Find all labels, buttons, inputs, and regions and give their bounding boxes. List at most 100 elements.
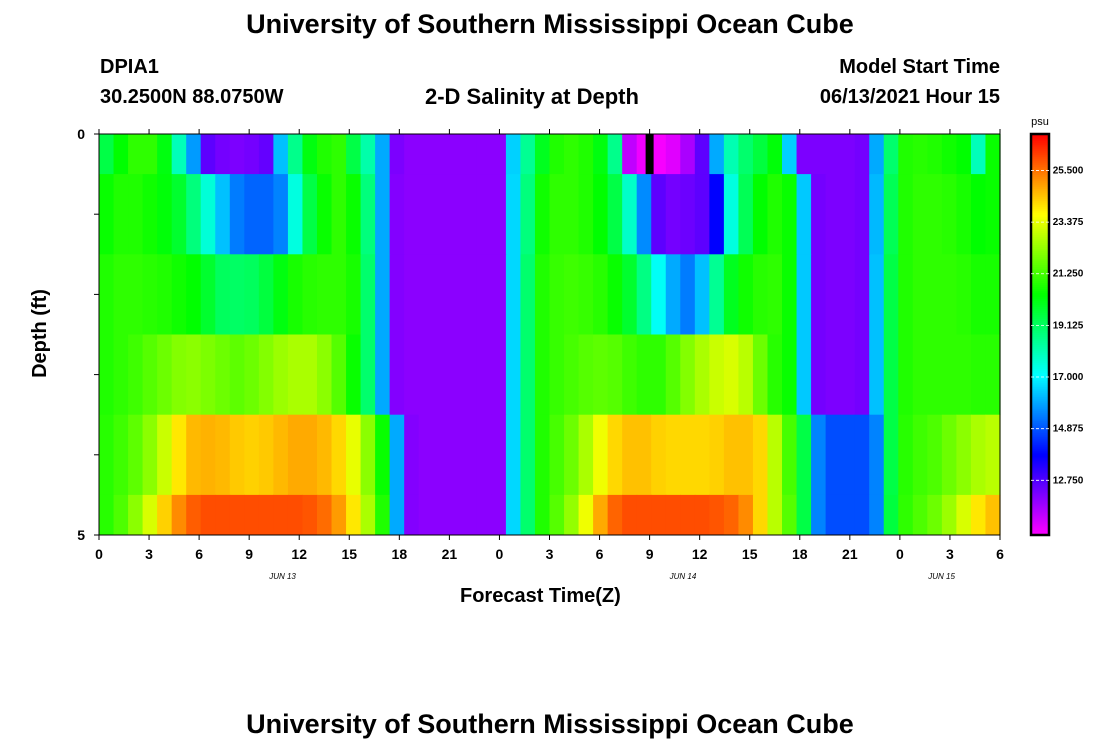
heatmap-cell (404, 134, 420, 175)
heatmap-cell (244, 334, 260, 416)
heatmap-cell (316, 174, 333, 255)
heatmap-cell (883, 414, 899, 496)
heatmap-cell (665, 134, 681, 175)
colorbar-swatch (1031, 358, 1049, 362)
heatmap-cell (505, 254, 522, 335)
heatmap-cell (578, 414, 594, 496)
colorbar-swatch (1031, 418, 1049, 422)
colorbar-swatch (1031, 184, 1049, 187)
heatmap-cell (898, 254, 914, 335)
heatmap-cell (186, 494, 202, 536)
colorbar-swatch (1031, 518, 1049, 522)
colorbar-swatch (1031, 264, 1049, 267)
heatmap-cell (113, 414, 129, 496)
heatmap-cell (215, 254, 231, 335)
heatmap-cell (418, 414, 434, 496)
heatmap-cell (752, 414, 769, 496)
colorbar-swatch (1031, 324, 1049, 328)
colorbar-swatch (1031, 286, 1049, 289)
heatmap-cell (956, 134, 972, 175)
heatmap-cell (723, 414, 740, 496)
heatmap-cell (375, 414, 391, 496)
heatmap-cell (593, 494, 609, 536)
heatmap-cell (433, 134, 449, 175)
heatmap-cell (375, 334, 391, 416)
heatmap-cell (346, 254, 362, 335)
heatmap-cell (244, 414, 260, 496)
colorbar-swatch (1031, 174, 1049, 177)
heatmap-cell (578, 174, 594, 255)
heatmap-cell (534, 334, 551, 416)
colorbar-swatch (1031, 462, 1049, 466)
heatmap-cell (258, 134, 274, 175)
colorbar-swatch (1031, 190, 1049, 193)
heatmap-cell (200, 494, 216, 536)
colorbar-swatch (1031, 484, 1049, 488)
heatmap-cell (811, 334, 827, 416)
heatmap-cell (476, 254, 492, 335)
heatmap-cell (258, 334, 274, 416)
heatmap-cell (869, 414, 885, 496)
colorbar-swatch (1031, 314, 1049, 318)
heatmap-cells (99, 134, 1001, 536)
heatmap-cell (476, 174, 492, 255)
heatmap-cell (796, 134, 812, 175)
colorbar-swatch (1031, 352, 1049, 356)
heatmap-cell (985, 414, 1001, 496)
heatmap-cell (171, 254, 187, 335)
heatmap-cell (360, 414, 376, 496)
heatmap-cell (505, 494, 522, 536)
heatmap-cell (709, 174, 725, 255)
heatmap-cell (549, 494, 565, 536)
heatmap-cell (331, 494, 347, 536)
colorbar-swatch (1031, 408, 1049, 412)
heatmap-cell (738, 494, 754, 536)
heatmap-cell (491, 494, 507, 536)
heatmap-cell (462, 334, 478, 416)
heatmap-cell (433, 334, 449, 416)
heatmap-cell (970, 174, 987, 255)
colorbar-swatch (1031, 276, 1049, 279)
heatmap-cell (782, 334, 798, 416)
colorbar-swatch (1031, 528, 1049, 532)
heatmap-cell (258, 494, 274, 536)
colorbar-swatch (1031, 478, 1049, 482)
colorbar-swatch (1031, 472, 1049, 476)
colorbar-swatch (1031, 370, 1049, 374)
heatmap-cell (229, 414, 245, 496)
date-label: JUN 14 (669, 572, 697, 581)
heatmap-cell (665, 174, 681, 255)
heatmap-cell (549, 254, 565, 335)
heatmap-cell (520, 494, 536, 536)
heatmap-cell (505, 414, 522, 496)
colorbar-swatch (1031, 224, 1049, 227)
colorbar-swatch (1031, 210, 1049, 213)
heatmap-cell (651, 134, 667, 175)
colorbar-swatch (1031, 506, 1049, 510)
heatmap-cell (258, 414, 274, 496)
heatmap-cell (360, 494, 376, 536)
heatmap-cell (375, 134, 391, 175)
colorbar-swatch (1031, 368, 1049, 372)
heatmap-cell (462, 414, 478, 496)
heatmap-cell (796, 334, 812, 416)
colorbar-swatch (1031, 144, 1049, 147)
heatmap-cell (840, 414, 856, 496)
heatmap-cell (549, 334, 565, 416)
colorbar-swatch (1031, 504, 1049, 508)
colorbar-swatch (1031, 298, 1049, 302)
colorbar-swatch (1031, 242, 1049, 245)
heatmap-cell (505, 134, 522, 175)
heatmap-cell (709, 254, 725, 335)
colorbar-swatch (1031, 316, 1049, 320)
heatmap-cell (404, 494, 420, 536)
heatmap-cell (752, 334, 769, 416)
colorbar-swatch (1031, 234, 1049, 237)
heatmap-cell (985, 134, 1001, 175)
heatmap-cell (389, 174, 405, 255)
date-label: JUN 13 (268, 572, 296, 581)
colorbar-swatch (1031, 254, 1049, 257)
heatmap-cell (505, 174, 522, 255)
colorbar-swatch (1031, 332, 1049, 336)
heatmap-cell (476, 414, 492, 496)
